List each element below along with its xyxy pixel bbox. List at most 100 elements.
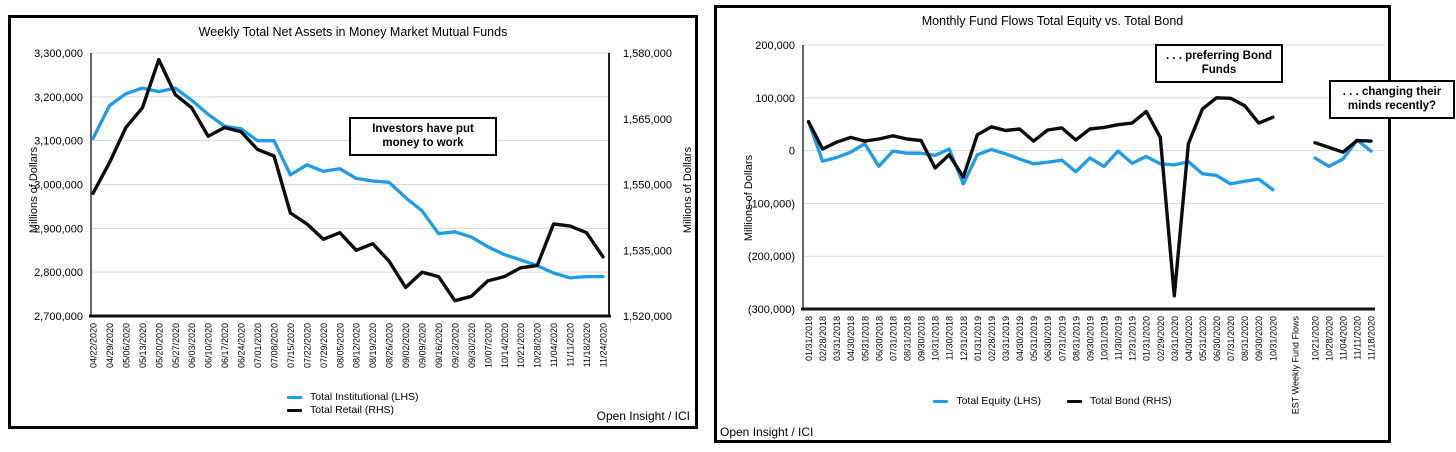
- svg-text:06/03/2020: 06/03/2020: [187, 323, 197, 368]
- svg-text:05/06/2020: 05/06/2020: [121, 323, 131, 368]
- svg-text:100,000: 100,000: [755, 93, 795, 105]
- svg-text:10/31/2020: 10/31/2020: [1268, 316, 1278, 361]
- svg-text:04/30/2020: 04/30/2020: [1184, 316, 1194, 361]
- right-chart-y-axis-label: Millions of Dollars: [743, 154, 755, 242]
- svg-text:09/30/2018: 09/30/2018: [917, 316, 927, 361]
- svg-text:1,535,000: 1,535,000: [623, 245, 672, 257]
- svg-text:1,580,000: 1,580,000: [623, 48, 672, 60]
- svg-text:06/10/2020: 06/10/2020: [204, 323, 214, 368]
- svg-text:05/31/2018: 05/31/2018: [860, 316, 870, 361]
- legend-item-total-bond: Total Bond (RHS): [1066, 395, 1172, 407]
- svg-text:3,100,000: 3,100,000: [34, 136, 83, 148]
- left-chart-legend: Total Institutional (LHS) Total Retail (…: [287, 391, 419, 416]
- retail-line-swatch-icon: [287, 408, 302, 412]
- institutional-line-swatch-icon: [287, 395, 302, 399]
- svg-text:06/24/2020: 06/24/2020: [237, 323, 247, 368]
- money-market-chart-panel: 2,700,000 2,800,000 2,900,000 3,000,000 3,10…: [8, 15, 698, 429]
- svg-text:01/31/2020: 01/31/2020: [1142, 316, 1152, 361]
- svg-text:3,000,000: 3,000,000: [34, 180, 83, 192]
- svg-text:09/09/2020: 09/09/2020: [418, 323, 428, 368]
- svg-text:08/26/2020: 08/26/2020: [385, 323, 395, 368]
- svg-text:05/20/2020: 05/20/2020: [154, 323, 164, 368]
- svg-text:06/17/2020: 06/17/2020: [220, 323, 230, 368]
- svg-text:03/31/2019: 03/31/2019: [1001, 316, 1011, 361]
- svg-text:11/04/2020: 11/04/2020: [1339, 316, 1349, 360]
- right-chart-title: Monthly Fund Flows Total Equity vs. Tota…: [921, 14, 1184, 28]
- svg-text:06/30/2019: 06/30/2019: [1043, 316, 1053, 361]
- legend-item-total-retail: Total Retail (RHS): [287, 404, 419, 416]
- svg-text:09/30/2020: 09/30/2020: [1254, 316, 1264, 361]
- svg-text:04/22/2020: 04/22/2020: [89, 323, 99, 368]
- svg-text:10/21/2020: 10/21/2020: [1311, 316, 1321, 361]
- svg-text:(100,000): (100,000): [748, 198, 795, 210]
- left-chart-y-axis-label-right: Millions of Dollars: [682, 146, 694, 234]
- svg-text:11/30/2018: 11/30/2018: [945, 316, 955, 360]
- svg-text:10/28/2020: 10/28/2020: [1325, 316, 1335, 361]
- svg-text:07/31/2020: 07/31/2020: [1226, 316, 1236, 361]
- svg-text:1,550,000: 1,550,000: [623, 180, 672, 192]
- svg-text:(200,000): (200,000): [748, 251, 795, 263]
- svg-text:06/30/2018: 06/30/2018: [874, 316, 884, 361]
- svg-text:07/01/2020: 07/01/2020: [253, 323, 263, 368]
- svg-text:EST Weekly Fund Flows: EST Weekly Fund Flows: [1291, 316, 1301, 415]
- svg-text:04/29/2020: 04/29/2020: [105, 323, 115, 368]
- svg-text:05/31/2020: 05/31/2020: [1198, 316, 1208, 361]
- svg-text:08/31/2019: 08/31/2019: [1071, 316, 1081, 361]
- svg-text:07/31/2019: 07/31/2019: [1057, 316, 1067, 361]
- svg-text:06/30/2020: 06/30/2020: [1212, 316, 1222, 361]
- svg-text:05/13/2020: 05/13/2020: [138, 323, 148, 368]
- svg-text:11/24/2020: 11/24/2020: [599, 323, 609, 367]
- svg-text:(300,000): (300,000): [748, 304, 795, 316]
- svg-text:08/19/2020: 08/19/2020: [368, 323, 378, 368]
- svg-text:10/31/2018: 10/31/2018: [931, 316, 941, 361]
- svg-text:11/18/2020: 11/18/2020: [1367, 316, 1377, 360]
- svg-text:02/29/2020: 02/29/2020: [1156, 316, 1166, 361]
- svg-text:03/31/2020: 03/31/2020: [1170, 316, 1180, 361]
- right-chart-legend: Total Equity (LHS) Total Bond (RHS): [717, 395, 1388, 407]
- bond-line-swatch-icon: [1066, 399, 1082, 403]
- svg-text:09/16/2020: 09/16/2020: [434, 323, 444, 368]
- left-chart-title: Weekly Total Net Assets in Money Market …: [198, 25, 508, 39]
- svg-text:05/27/2020: 05/27/2020: [171, 323, 181, 368]
- svg-text:1,520,000: 1,520,000: [623, 311, 672, 323]
- svg-text:09/23/2020: 09/23/2020: [450, 323, 460, 368]
- svg-text:04/30/2018: 04/30/2018: [846, 316, 856, 361]
- fund-flows-plot: 200,000 100,000 0 (100,000) (200,000) (300,00…: [748, 40, 1385, 415]
- svg-text:12/31/2018: 12/31/2018: [959, 316, 969, 361]
- svg-text:11/18/2020: 11/18/2020: [582, 323, 592, 367]
- svg-text:0: 0: [789, 146, 795, 158]
- fund-flows-chart-panel: 200,000 100,000 0 (100,000) (200,000) (300,00…: [714, 5, 1455, 443]
- svg-text:1,565,000: 1,565,000: [623, 114, 672, 126]
- svg-text:07/29/2020: 07/29/2020: [319, 323, 329, 368]
- svg-text:3,200,000: 3,200,000: [34, 92, 83, 104]
- svg-text:07/08/2020: 07/08/2020: [269, 323, 279, 368]
- svg-text:02/28/2019: 02/28/2019: [987, 316, 997, 361]
- legend-label: Total Equity (LHS): [956, 395, 1041, 407]
- svg-text:04/30/2019: 04/30/2019: [1015, 316, 1025, 361]
- svg-text:200,000: 200,000: [755, 40, 795, 52]
- svg-text:10/14/2020: 10/14/2020: [500, 323, 510, 368]
- svg-text:10/28/2020: 10/28/2020: [533, 323, 543, 368]
- svg-text:05/31/2019: 05/31/2019: [1029, 316, 1039, 361]
- legend-label: Total Institutional (LHS): [310, 391, 419, 403]
- left-chart-attribution: Open Insight / ICI: [596, 409, 690, 423]
- legend-item-total-equity: Total Equity (LHS): [933, 395, 1041, 407]
- svg-text:07/15/2020: 07/15/2020: [286, 323, 296, 368]
- svg-text:2,900,000: 2,900,000: [34, 223, 83, 235]
- svg-text:2,700,000: 2,700,000: [34, 311, 83, 323]
- equity-line-swatch-icon: [933, 399, 949, 403]
- svg-text:07/31/2018: 07/31/2018: [888, 316, 898, 361]
- svg-text:11/11/2020: 11/11/2020: [1353, 316, 1363, 360]
- svg-text:10/07/2020: 10/07/2020: [483, 323, 493, 368]
- svg-text:01/31/2018: 01/31/2018: [804, 316, 814, 361]
- svg-text:2,800,000: 2,800,000: [34, 267, 83, 279]
- svg-text:08/31/2020: 08/31/2020: [1240, 316, 1250, 361]
- left-chart-y-axis-label-left: Millions of Dollars: [28, 146, 40, 234]
- legend-item-total-institutional: Total Institutional (LHS): [287, 391, 419, 403]
- svg-text:08/12/2020: 08/12/2020: [352, 323, 362, 368]
- svg-text:3,300,000: 3,300,000: [34, 48, 83, 60]
- svg-text:07/22/2020: 07/22/2020: [302, 323, 312, 368]
- svg-text:11/11/2020: 11/11/2020: [566, 323, 576, 367]
- legend-label: Total Bond (RHS): [1089, 395, 1172, 407]
- right-chart-attribution: Open Insight / ICI: [720, 425, 814, 439]
